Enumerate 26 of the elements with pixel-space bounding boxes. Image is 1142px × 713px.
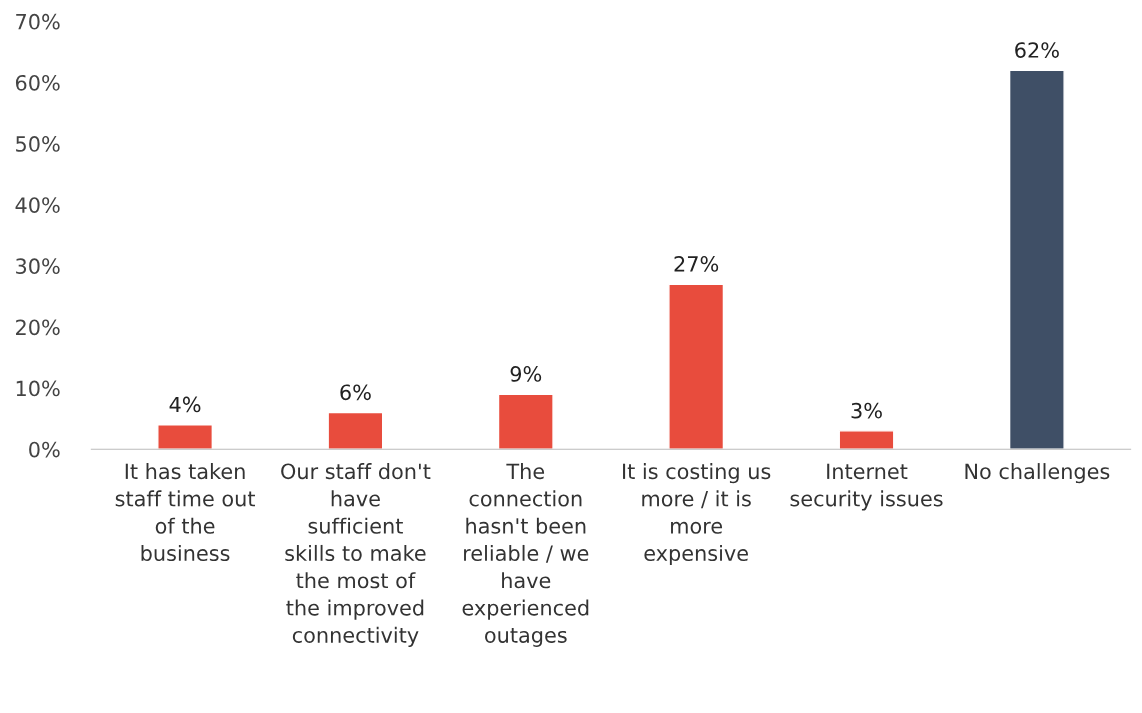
y-tick-label: 50%	[16, 136, 60, 152]
bar	[1008, 69, 1065, 450]
y-tick-label: 20%	[16, 319, 60, 336]
y-tick-label: 40%	[15, 197, 60, 213]
x-tick-label: No challenges	[965, 463, 1110, 484]
x-tick-label: It is costing us more / it is more expensive	[623, 463, 771, 566]
x-tick-label: It has taken staff time out of the business	[115, 463, 256, 562]
bar	[327, 411, 384, 450]
bar	[838, 430, 895, 450]
x-tick-label: Internet security issues	[790, 463, 943, 511]
y-tick-label: 10%	[16, 380, 60, 397]
y-tick-label: 0%	[29, 441, 60, 458]
y-tick-label: 30%	[16, 258, 60, 275]
data-label: 6%	[340, 384, 371, 401]
data-label: 4%	[169, 396, 201, 413]
bar	[157, 424, 214, 450]
x-tick-label: Our staff don't have sufficient skills to make the most of the improved connectivity	[281, 463, 431, 647]
y-tick-label: 70%	[16, 13, 60, 30]
bar	[668, 283, 725, 450]
data-label: 9%	[510, 366, 542, 382]
y-tick-label: 60%	[15, 74, 60, 91]
bar	[497, 393, 554, 450]
data-label: 62%	[1015, 42, 1059, 58]
data-label: 27%	[674, 256, 719, 272]
x-tick-label: The connection hasn't been reliable / we have experienced outages	[462, 463, 589, 647]
data-label: 3%	[851, 402, 882, 419]
